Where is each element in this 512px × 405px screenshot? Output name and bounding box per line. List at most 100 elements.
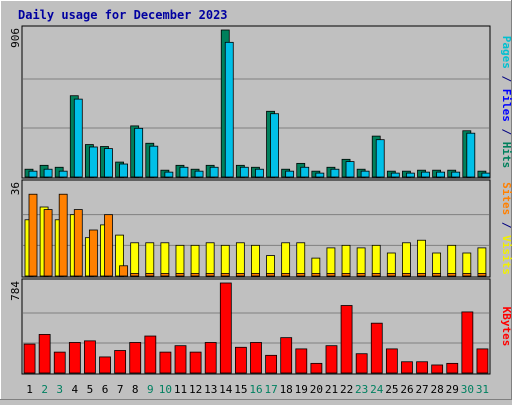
x-tick-label: 28 (431, 383, 444, 396)
bar (190, 273, 200, 277)
x-tick-label: 7 (117, 383, 124, 396)
bar (189, 351, 202, 374)
bar (251, 273, 260, 277)
x-tick-label: 17 (264, 383, 277, 396)
x-tick-label: 16 (249, 383, 262, 396)
axis-max-label: 906 (9, 28, 22, 48)
x-tick-label: 10 (159, 383, 172, 396)
x-tick-label: 15 (234, 383, 247, 396)
bar (144, 335, 157, 374)
bar (370, 322, 383, 374)
panel-kbytes: 784 KBytes (9, 278, 512, 375)
bar (356, 273, 366, 277)
bar (160, 273, 170, 277)
panel-frame (21, 25, 491, 179)
bar (220, 273, 230, 277)
bar (386, 273, 396, 277)
panel-visits: 36 Sites / Visits (9, 179, 512, 278)
x-tick-label: 18 (280, 383, 293, 396)
bar (129, 342, 142, 374)
bar (266, 273, 275, 277)
bar (310, 362, 323, 374)
legend-part: Pages (500, 36, 512, 69)
legend-part: Hits (500, 142, 512, 169)
bar (340, 305, 353, 374)
bar (251, 244, 260, 277)
bar (296, 242, 306, 277)
bar (326, 273, 336, 277)
bar (104, 214, 113, 277)
bar (23, 343, 36, 374)
legend-label-visits: Sites / Visits (500, 182, 512, 275)
x-tick-label: 13 (204, 383, 217, 396)
bar (446, 362, 459, 374)
bar (209, 166, 219, 178)
bar (145, 242, 155, 277)
bar (315, 172, 325, 178)
bar (406, 172, 415, 178)
bar (119, 163, 128, 178)
bar (235, 273, 245, 277)
bar (130, 273, 140, 277)
bar (58, 170, 68, 178)
legend-part: KBytes (500, 307, 512, 347)
bar (224, 41, 234, 178)
bar (159, 351, 172, 374)
bar (451, 171, 461, 178)
series-sites (130, 273, 487, 277)
legend-part: / (500, 215, 512, 235)
bar (84, 340, 96, 374)
bar (325, 345, 338, 374)
bar (239, 166, 249, 178)
chart-title: Daily usage for December 2023 (18, 8, 228, 22)
x-tick-label: 25 (385, 383, 398, 396)
x-tick-label: 11 (174, 383, 187, 396)
bar (417, 239, 426, 277)
bar (73, 209, 83, 277)
legend-part: / (500, 69, 512, 89)
x-tick-label: 30 (461, 383, 474, 396)
x-tick-label: 2 (41, 383, 48, 396)
bar (390, 172, 400, 178)
bar (355, 353, 368, 374)
bar (28, 170, 38, 178)
bar (266, 255, 275, 277)
bar (385, 348, 398, 374)
x-tick-label: 24 (370, 383, 384, 396)
bar (114, 350, 127, 374)
panel-hits: 906 Pages / Files / Hits (9, 25, 512, 179)
bar (431, 364, 444, 374)
legend-part: Visits (500, 235, 512, 275)
bar (341, 244, 351, 277)
series-kbytes (23, 282, 489, 374)
bar (204, 342, 217, 374)
bar (436, 171, 446, 178)
bar (447, 273, 457, 277)
bar (220, 244, 230, 277)
bar (179, 166, 189, 178)
x-tick-label: 27 (415, 383, 428, 396)
bar (53, 351, 66, 374)
x-tick-label: 29 (446, 383, 459, 396)
bar (462, 252, 472, 277)
bar (311, 273, 321, 277)
bar (371, 273, 381, 277)
x-tick-label: 21 (325, 383, 338, 396)
bar (250, 342, 262, 374)
bar (235, 346, 247, 374)
bar (99, 356, 111, 374)
bar (401, 361, 413, 374)
bar (265, 354, 277, 374)
bar (326, 247, 336, 277)
bar (255, 168, 264, 178)
x-axis-labels: 1 2 3 4 5 6 7 8 9 10 11 12 13 14 15 16 17 18 19 20 21 22 23 24 2… (26, 383, 489, 396)
bar (421, 171, 430, 178)
legend-part: Files (500, 89, 512, 122)
bar (88, 146, 98, 178)
bar (402, 242, 411, 277)
axis-max-label: 36 (9, 182, 22, 195)
bar (43, 168, 53, 178)
legend-part: / (500, 122, 512, 142)
bar (462, 273, 472, 277)
